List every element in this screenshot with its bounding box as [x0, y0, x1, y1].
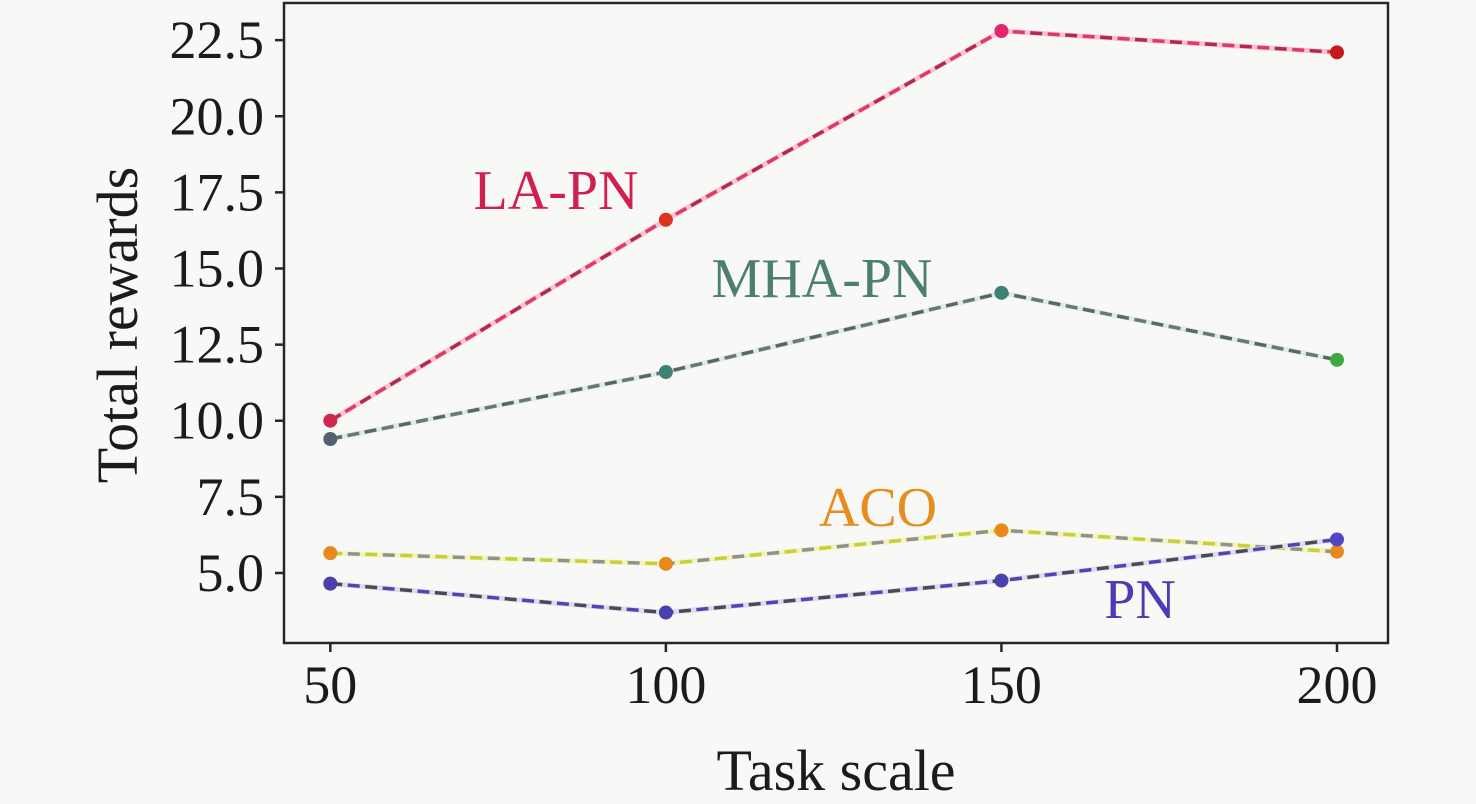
- series-label-la-pn: LA-PN: [473, 160, 639, 222]
- data-point-aco-x50: [323, 546, 338, 561]
- series-line-alt-pn: [330, 537, 1338, 615]
- series-label-mha-pn: MHA-PN: [711, 248, 933, 310]
- x-tick-label: 150: [961, 655, 1042, 715]
- x-tick-label: 100: [625, 655, 706, 715]
- y-tick-label: 15.0: [170, 238, 265, 298]
- series-halo-pn: [327, 537, 1340, 616]
- y-axis-title: Total rewards: [85, 166, 150, 484]
- series-halo-la-pn: [327, 28, 1340, 424]
- series-label-aco: ACO: [818, 477, 938, 539]
- data-point-la-pn-x150: [994, 24, 1009, 39]
- data-point-mha-pn-x150: [994, 285, 1009, 300]
- x-axis-title: Task scale: [716, 738, 956, 803]
- series-line-aco: [330, 528, 1338, 566]
- data-point-aco-x200: [1329, 544, 1344, 559]
- data-point-mha-pn-x200: [1329, 352, 1344, 367]
- series-line-pn: [330, 537, 1338, 615]
- x-tick-label: 50: [303, 655, 357, 715]
- data-point-pn-x100: [658, 605, 673, 620]
- series-halo-mha-pn: [327, 290, 1340, 442]
- data-point-pn-x200: [1329, 532, 1344, 547]
- y-tick-label: 5.0: [197, 543, 265, 603]
- y-tick-label: 20.0: [170, 86, 265, 146]
- y-tick-label: 17.5: [170, 162, 265, 222]
- data-point-aco-x150: [994, 523, 1009, 538]
- x-tick-label: 200: [1296, 655, 1377, 715]
- plot-border: [282, 1, 1390, 645]
- data-point-aco-x100: [658, 556, 673, 571]
- data-point-la-pn-x100: [658, 212, 673, 227]
- data-point-pn-x50: [323, 576, 338, 591]
- data-point-la-pn-x50: [323, 413, 338, 428]
- series-line-la-pn: [329, 29, 1338, 423]
- series-line-mha-pn: [329, 291, 1338, 441]
- data-point-la-pn-x200: [1329, 45, 1344, 60]
- data-point-mha-pn-x50: [323, 432, 338, 447]
- y-tick-label: 7.5: [197, 467, 265, 527]
- y-tick-label: 22.5: [170, 10, 265, 70]
- data-point-mha-pn-x100: [658, 365, 673, 380]
- series-line-alt-aco: [330, 528, 1338, 566]
- series-label-pn: PN: [1104, 569, 1176, 631]
- series-line-alt-mha-pn: [329, 291, 1338, 441]
- y-tick-label: 10.0: [170, 391, 265, 451]
- data-point-pn-x150: [994, 573, 1009, 588]
- series-line-alt-la-pn: [329, 29, 1338, 423]
- y-tick-label: 12.5: [170, 315, 265, 375]
